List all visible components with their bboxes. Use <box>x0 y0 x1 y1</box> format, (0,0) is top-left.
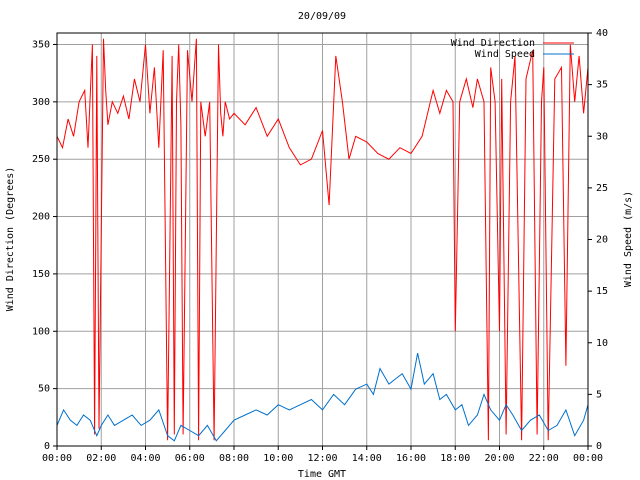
y-left-tick-label: 250 <box>32 154 50 165</box>
legend-label-wind-direction: Wind Direction <box>451 38 535 49</box>
x-tick-label: 16:00 <box>396 453 426 464</box>
x-tick-label: 08:00 <box>219 453 249 464</box>
y-left-tick-label: 50 <box>38 384 50 395</box>
x-tick-label: 06:00 <box>175 453 205 464</box>
plot-frame <box>56 32 589 447</box>
y-right-tick-label: 0 <box>596 441 602 452</box>
x-tick-label: 02:00 <box>86 453 116 464</box>
x-tick-label: 18:00 <box>440 453 470 464</box>
y-right-tick-label: 40 <box>596 28 608 39</box>
x-tick-label: 20:00 <box>484 453 514 464</box>
legend: Wind Direction Wind Speed <box>451 38 574 60</box>
x-tick-label: 04:00 <box>130 453 160 464</box>
x-tick-label: 12:00 <box>307 453 337 464</box>
legend-label-wind-speed: Wind Speed <box>475 49 535 60</box>
y-left-tick-label: 200 <box>32 212 50 223</box>
y-right-tick-label: 10 <box>596 338 608 349</box>
series-line-wind-direction <box>57 38 588 441</box>
y-right-tick-label: 30 <box>596 131 608 142</box>
series-line-wind-speed <box>57 352 588 442</box>
y-left-tick-label: 300 <box>32 97 50 108</box>
y-left-tick-label: 150 <box>32 269 50 280</box>
x-tick-label: 00:00 <box>42 453 72 464</box>
grid <box>57 33 588 446</box>
y-right-tick-label: 5 <box>596 389 602 400</box>
x-tick-label: 14:00 <box>352 453 382 464</box>
y-left-axis-label: Wind Direction (Degrees) <box>5 167 16 312</box>
y-left-tick-label: 0 <box>44 441 50 452</box>
y-right-tick-label: 20 <box>596 235 608 246</box>
y-left-tick-label: 100 <box>32 326 50 337</box>
tick-labels: 00:00 02:00 04:00 06:00 08:00 10:00 12:00 14:00… <box>32 28 608 464</box>
chart-title: 20/09/09 <box>298 11 346 22</box>
x-axis-label: Time GMT <box>298 469 346 480</box>
y-left-tick-label: 350 <box>32 39 50 50</box>
x-tick-label: 22:00 <box>529 453 559 464</box>
y-right-tick-label: 15 <box>596 286 608 297</box>
y-right-axis-label: Wind Speed (m/s) <box>623 191 634 287</box>
x-tick-label: 00:00 <box>573 453 603 464</box>
series-layer <box>57 38 588 442</box>
y-right-tick-label: 25 <box>596 183 608 194</box>
x-tick-label: 10:00 <box>263 453 293 464</box>
y-right-tick-label: 35 <box>596 80 608 91</box>
axes <box>53 32 592 450</box>
